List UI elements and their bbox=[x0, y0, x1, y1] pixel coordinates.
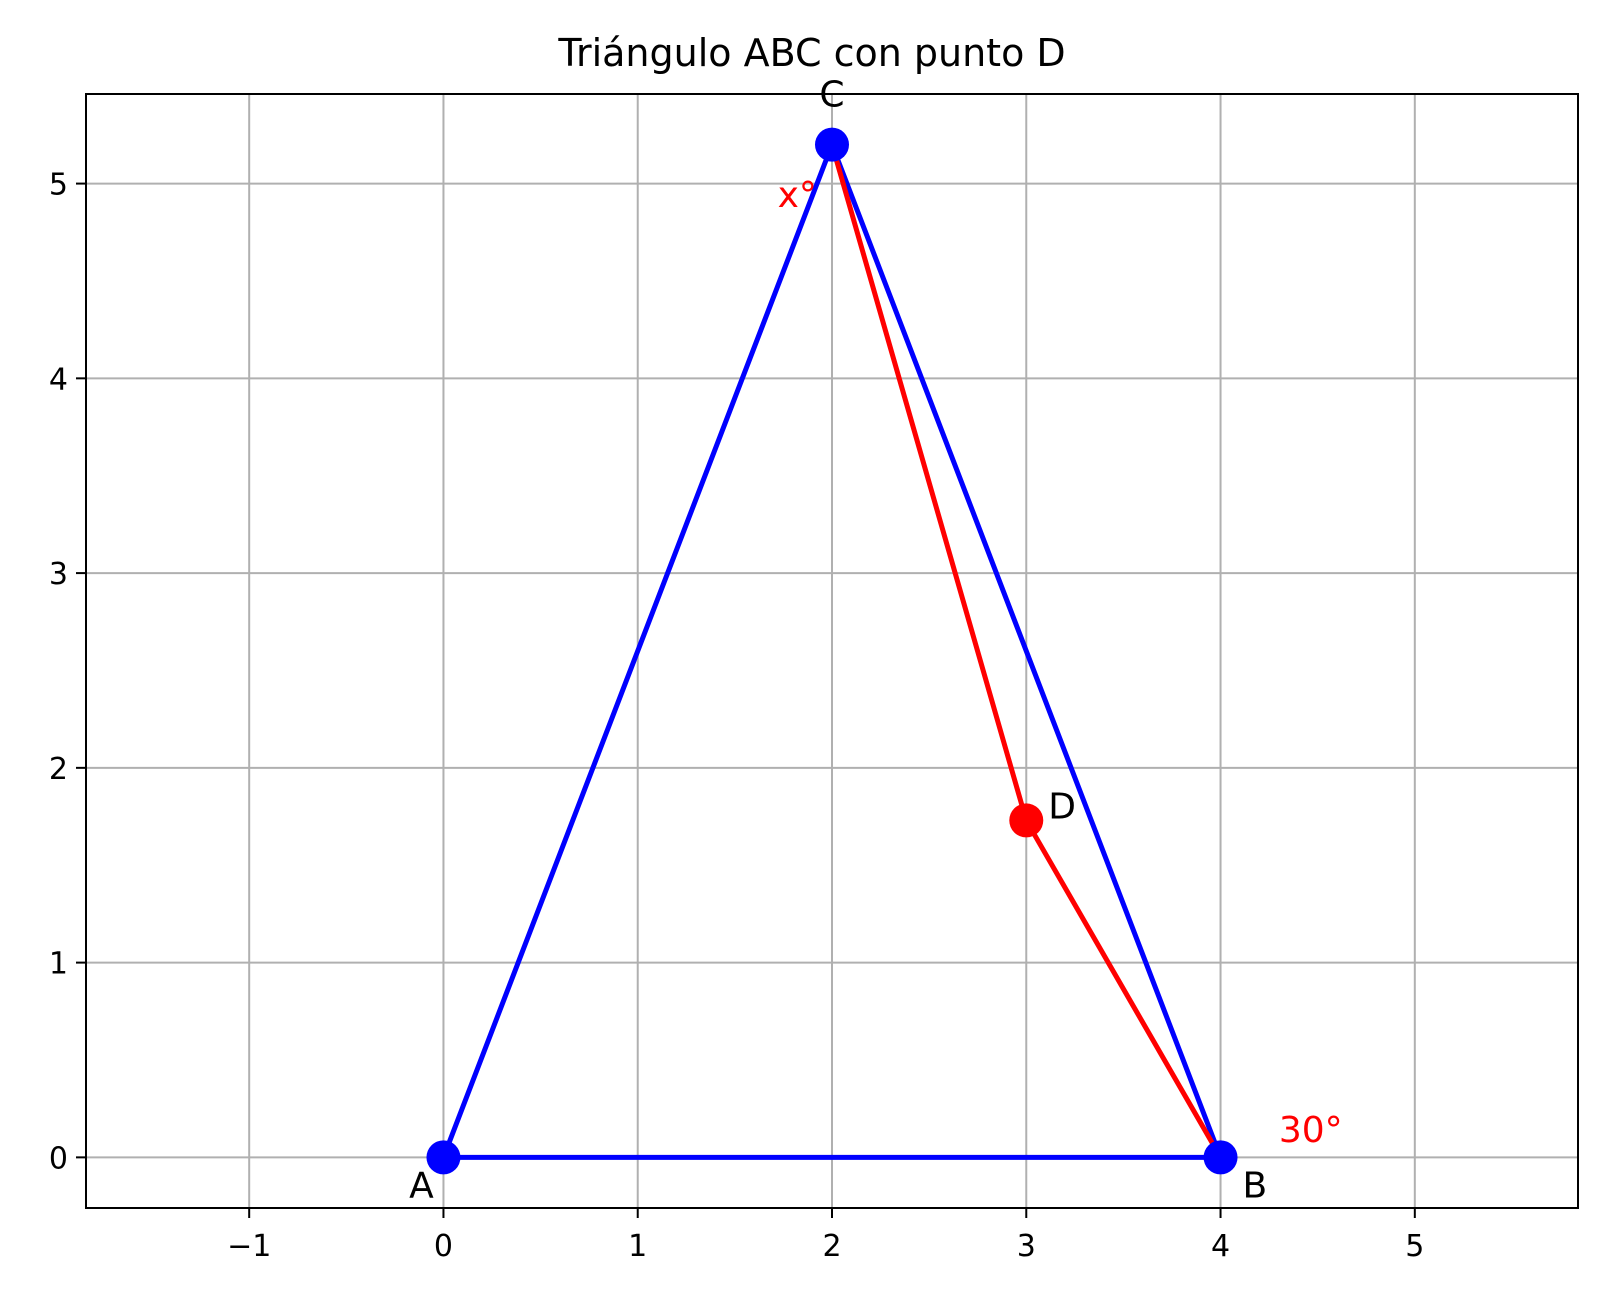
x-tick-label: 3 bbox=[1017, 1229, 1036, 1264]
point-label-C: C bbox=[819, 75, 844, 116]
point-label-B: B bbox=[1243, 1165, 1268, 1206]
x-tick-label: 4 bbox=[1211, 1229, 1230, 1264]
y-tick-label: 4 bbox=[49, 362, 68, 397]
chart-title: Triángulo ABC con punto D bbox=[557, 31, 1065, 75]
y-tick-label: 3 bbox=[49, 557, 68, 592]
grid-lines bbox=[86, 94, 1578, 1208]
y-tick-label: 5 bbox=[49, 168, 68, 203]
point-label-D: D bbox=[1048, 786, 1076, 827]
segment-CA bbox=[440, 142, 835, 1160]
point-labels: A B C D bbox=[409, 75, 1267, 1207]
angle-annotation: 30° bbox=[1279, 1110, 1343, 1151]
x-tick-label: 5 bbox=[1405, 1229, 1424, 1264]
point-C bbox=[815, 127, 849, 162]
x-tick-label: −1 bbox=[227, 1229, 271, 1264]
segment-BC bbox=[829, 142, 1224, 1160]
x-tick-label: 2 bbox=[822, 1229, 841, 1264]
angle-annotations: x° 30° bbox=[778, 175, 1343, 1151]
segment-CD bbox=[829, 142, 1029, 823]
y-ticks: 0 1 2 3 4 5 bbox=[49, 168, 86, 1176]
points bbox=[426, 127, 1238, 1175]
point-A bbox=[426, 1140, 461, 1175]
point-D bbox=[1009, 803, 1044, 838]
x-tick-label: 0 bbox=[434, 1229, 453, 1264]
segment-DB bbox=[1023, 817, 1224, 1160]
angle-annotation: x° bbox=[778, 175, 817, 216]
y-tick-label: 1 bbox=[49, 947, 68, 982]
x-tick-label: 1 bbox=[628, 1229, 647, 1264]
y-tick-label: 2 bbox=[49, 752, 68, 787]
point-label-A: A bbox=[409, 1165, 434, 1206]
x-ticks: −1 0 1 2 3 4 5 bbox=[227, 1208, 1424, 1264]
axes-frame bbox=[85, 93, 1579, 1209]
y-tick-label: 0 bbox=[49, 1141, 68, 1176]
segments bbox=[440, 142, 1224, 1160]
point-B bbox=[1203, 1140, 1238, 1175]
